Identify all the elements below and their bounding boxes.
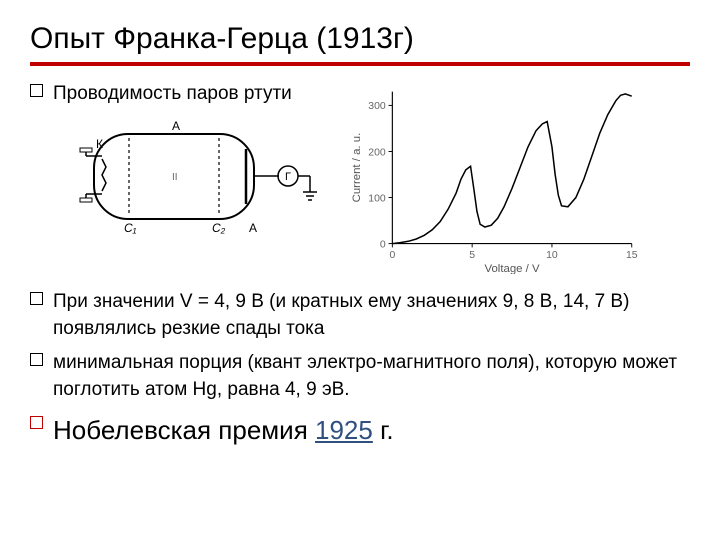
- c1-label: C₁: [124, 221, 137, 235]
- svg-text:200: 200: [368, 147, 386, 158]
- checkbox-icon: [30, 292, 43, 305]
- svg-text:5: 5: [469, 249, 475, 260]
- svg-text:II: II: [172, 172, 178, 183]
- bullet-1-text: Проводимость паров ртути: [53, 80, 292, 108]
- nobel-year-link[interactable]: 1925: [315, 415, 373, 445]
- checkbox-icon: [30, 416, 43, 429]
- bullet-3: минимальная порция (квант электро-магнит…: [30, 349, 690, 404]
- c2-label: C₂: [212, 221, 226, 235]
- svg-text:15: 15: [626, 249, 638, 260]
- galv-label: Г: [285, 171, 291, 183]
- title-underline: [30, 62, 690, 66]
- cathode-label: К: [96, 137, 103, 151]
- bullet-4: Нобелевская премия 1925 г.: [30, 412, 690, 450]
- diagram-row: Г К C₁ C₂ А А II 0510150100200300Voltage…: [54, 114, 690, 274]
- svg-text:Current / a. u.: Current / a. u.: [351, 132, 363, 202]
- circuit-diagram: Г К C₁ C₂ А А II: [54, 114, 319, 254]
- svg-text:Voltage / V: Voltage / V: [484, 263, 539, 274]
- svg-text:100: 100: [368, 193, 386, 204]
- bullet-2-text: При значении V = 4, 9 В (и кратных ему з…: [53, 288, 690, 343]
- svg-text:300: 300: [368, 101, 386, 112]
- nobel-suffix: г.: [373, 415, 394, 445]
- iv-chart: 0 5 10 15 0 100 200 300 Voltage / V Current / a. …: [339, 84, 649, 274]
- bullet-4-text: Нобелевская премия 1925 г.: [53, 412, 394, 450]
- checkbox-icon: [30, 84, 43, 97]
- svg-text:10: 10: [546, 249, 558, 260]
- svg-text:0: 0: [380, 239, 386, 250]
- nobel-prefix: Нобелевская премия: [53, 415, 315, 445]
- a-bot-label: А: [249, 221, 257, 235]
- checkbox-icon: [30, 353, 43, 366]
- slide-title: Опыт Франка-Герца (1913г): [30, 22, 690, 56]
- a-top-label: А: [172, 119, 180, 133]
- bullet-2: При значении V = 4, 9 В (и кратных ему з…: [30, 288, 690, 343]
- svg-text:0: 0: [389, 249, 395, 260]
- bullet-3-text: минимальная порция (квант электро-магнит…: [53, 349, 690, 404]
